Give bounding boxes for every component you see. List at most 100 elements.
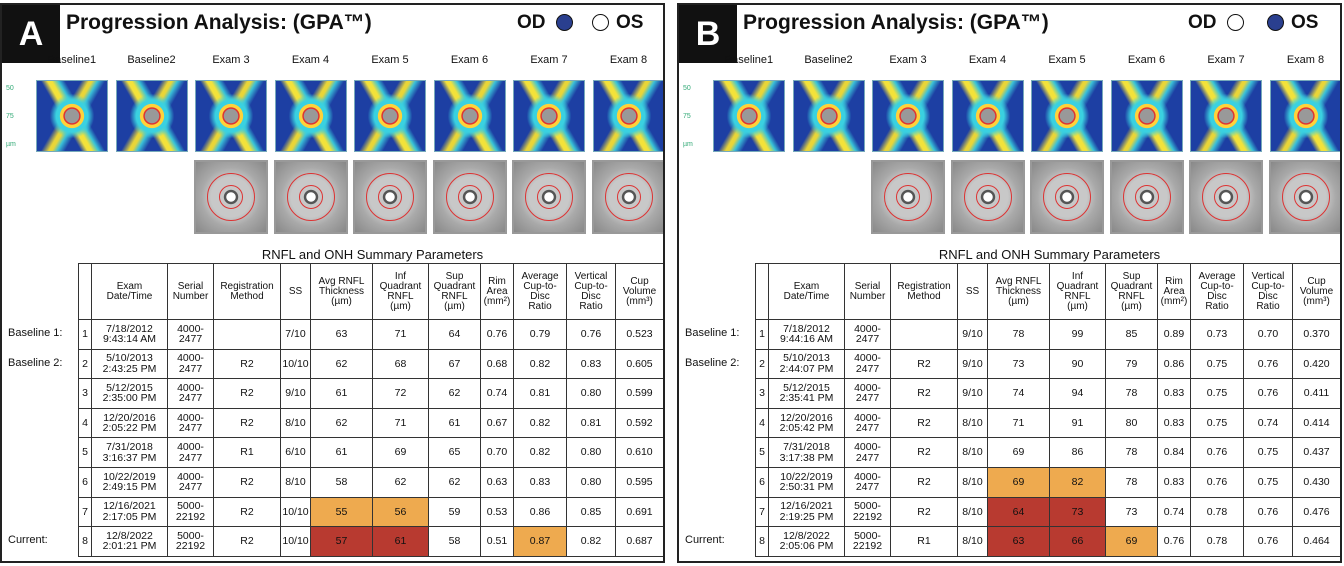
table-cell: 73	[1105, 496, 1158, 528]
table-cell: 65	[428, 437, 481, 468]
table-cell: 8	[755, 526, 769, 557]
table-title: RNFL and ONH Summary Parameters	[938, 247, 1161, 262]
table-cell: 0.75	[1243, 467, 1293, 498]
table-cell: 4000- 2477	[844, 348, 891, 380]
table-cell: 0.437	[1292, 437, 1340, 468]
heatmap	[1269, 80, 1340, 152]
table-cell: 12/20/2016 2:05:42 PM	[768, 407, 845, 439]
table-cell: 61	[310, 378, 373, 409]
table-cell: 5/12/2015 2:35:41 PM	[768, 378, 845, 409]
row-label: Current:	[8, 534, 48, 547]
table-cell: 79	[1105, 348, 1158, 380]
table-cell: 0.75	[1190, 348, 1244, 380]
table-cell: 0.76	[566, 319, 616, 350]
table-cell: 0.76	[1243, 526, 1293, 557]
fundus-image	[512, 160, 586, 234]
rnfl-ring	[286, 173, 335, 221]
table-cell: 0.476	[1292, 496, 1340, 528]
disc-ring	[298, 185, 323, 209]
table-cell: 69	[987, 437, 1050, 468]
disc-ring	[896, 185, 920, 209]
table-cell: 73	[987, 348, 1050, 380]
exam-label: Baseline1	[47, 54, 97, 66]
table-cell: 80	[1105, 407, 1158, 439]
table-cell: 5000- 22192	[167, 526, 214, 557]
table-cell: 0.78	[1190, 496, 1244, 528]
disc-ring	[537, 185, 561, 209]
table-cell: R2	[890, 348, 958, 380]
table-cell: 0.85	[566, 496, 616, 528]
heatmap	[433, 80, 506, 152]
table-cell: 12/8/2022 2:05:06 PM	[768, 526, 845, 557]
table-header: Rim Area (mm²)	[480, 263, 514, 320]
row-label: Baseline 1:	[685, 327, 740, 339]
table-cell: 0.79	[513, 319, 567, 350]
exam-label: Exam 3	[889, 54, 927, 66]
table-cell: 4000- 2477	[167, 467, 214, 498]
table-cell: 62	[428, 467, 481, 498]
table-cell: 0.687	[615, 526, 663, 557]
disc-ring	[1134, 185, 1159, 209]
table-cell	[213, 319, 281, 350]
table-cell: 0.83	[1157, 407, 1191, 439]
os-indicator	[592, 14, 609, 31]
table-header: Inf Quadrant RNFL (µm)	[372, 263, 429, 320]
table-cell: 0.73	[1190, 319, 1244, 350]
table-header: Exam Date/Time	[91, 263, 168, 320]
heatmap	[354, 80, 426, 152]
table-cell: 0.80	[566, 437, 616, 468]
heatmap	[872, 80, 944, 152]
table-header	[78, 263, 92, 320]
table-cell: 0.51	[480, 526, 514, 557]
table-cell: 0.70	[480, 437, 514, 468]
table-cell: 0.86	[1157, 348, 1191, 380]
exam-label: Exam 7	[530, 54, 568, 66]
table-cell: 61	[372, 526, 429, 557]
table-cell: 0.86	[513, 496, 567, 528]
row-label: Baseline 2:	[8, 356, 63, 369]
table-cell: 4000- 2477	[844, 407, 891, 439]
table-cell: 0.78	[1190, 526, 1244, 557]
table-cell: 5/12/2015 2:35:00 PM	[91, 378, 168, 409]
table-cell: R2	[890, 437, 958, 468]
od-label: OD	[1188, 12, 1217, 33]
heatmap	[115, 80, 188, 152]
heatmap	[713, 80, 785, 152]
table-cell: 0.75	[1190, 378, 1244, 409]
exam-label: Baseline2	[127, 54, 176, 66]
title: Progression Analysis: (GPA™)	[66, 11, 372, 34]
table-cell: 7/18/2012 9:44:16 AM	[768, 319, 845, 350]
table-cell: R2	[213, 407, 281, 439]
os-indicator	[1267, 14, 1284, 31]
scale-label: µm	[6, 141, 16, 148]
table-cell: 10/10	[280, 348, 311, 380]
row-label: Baseline 1:	[8, 327, 63, 339]
table-cell: 0.81	[513, 378, 567, 409]
table-header	[755, 263, 769, 320]
table-cell: 4000- 2477	[844, 467, 891, 498]
table-header: Serial Number	[167, 263, 214, 320]
table-cell: 10/22/2019 2:50:31 PM	[768, 467, 845, 498]
table-cell: 0.76	[1243, 348, 1293, 380]
table-cell: 8/10	[957, 526, 988, 557]
table-cell: 0.53	[480, 496, 514, 528]
table-cell: 0.63	[480, 467, 514, 498]
table-cell: 10/22/2019 2:49:15 PM	[91, 467, 168, 498]
table-cell: 0.605	[615, 348, 663, 380]
table-cell: 0.83	[1157, 378, 1191, 409]
table-header: Vertical Cup-to- Disc Ratio	[1243, 263, 1293, 320]
table-cell: 9/10	[957, 378, 988, 409]
table-cell: 12/8/2022 2:01:21 PM	[91, 526, 168, 557]
table-cell: 9/10	[957, 348, 988, 380]
table-cell: 66	[1049, 526, 1106, 557]
table-cell: 4	[755, 407, 769, 439]
table-cell: 5000- 22192	[844, 526, 891, 557]
table-header: Cup Volume (mm³)	[1292, 263, 1340, 320]
table-cell: 59	[428, 496, 481, 528]
table-cell: 0.464	[1292, 526, 1340, 557]
od-indicator	[556, 14, 573, 31]
table-cell: 3	[78, 378, 92, 409]
table-cell: 0.74	[1243, 407, 1293, 439]
exam-label: Exam 8	[609, 54, 648, 66]
